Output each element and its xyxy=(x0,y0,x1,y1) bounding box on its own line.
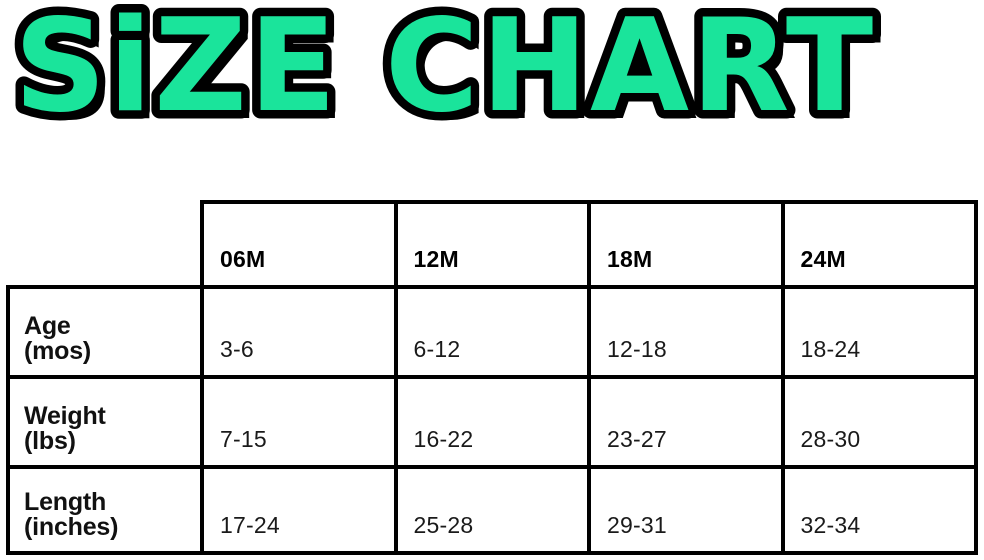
row-label-length-name: Length xyxy=(24,487,107,516)
page-title-text: SiZE CHART xyxy=(14,0,875,141)
column-header-06m: 06M xyxy=(220,246,266,272)
page-title-artwork: SiZE CHART SiZE CHART SiZE CHART xyxy=(6,0,883,150)
table-row: Weight (lbs) 7-15 16-22 23-27 28-30 xyxy=(6,375,978,465)
cell-weight-24m: 28-30 xyxy=(780,379,975,465)
cell-age-18m: 12-18 xyxy=(587,289,781,375)
column-header-12m: 12M xyxy=(393,204,588,285)
cell-length-06m: 17-24 xyxy=(200,469,394,551)
cell-age-24m: 18-24 xyxy=(780,289,975,375)
cell-length-12m: 25-28 xyxy=(393,469,588,551)
row-label-age-unit: (mos) xyxy=(24,337,92,366)
page-title-outline: SiZE CHART xyxy=(14,0,875,141)
size-chart-table: 06M 12M 18M 24M Age (mos) 3-6 6-12 12-18… xyxy=(6,200,978,556)
row-label-length-unit: (inches) xyxy=(24,513,119,542)
row-label-length: Length (inches) xyxy=(10,469,200,551)
page-title-shadow: SiZE CHART xyxy=(22,0,883,149)
cell-length-24m: 32-34 xyxy=(780,469,975,551)
row-label-weight-unit: (lbs) xyxy=(24,427,76,456)
column-header-24m: 24M xyxy=(780,204,975,285)
table-row: Age (mos) 3-6 6-12 12-18 18-24 xyxy=(6,285,978,375)
table-row: Length (inches) 17-24 25-28 29-31 32-34 xyxy=(6,465,978,555)
row-label-age: Age (mos) xyxy=(10,289,200,375)
cell-length-18m: 29-31 xyxy=(587,469,781,551)
table-header-row: 06M 12M 18M 24M xyxy=(200,200,978,285)
row-label-weight-name: Weight xyxy=(24,401,106,430)
cell-weight-18m: 23-27 xyxy=(587,379,781,465)
page-title: SiZE CHART SiZE CHART SiZE CHART xyxy=(0,0,984,150)
cell-weight-12m: 16-22 xyxy=(393,379,588,465)
row-label-weight: Weight (lbs) xyxy=(10,379,200,465)
cell-age-12m: 6-12 xyxy=(393,289,588,375)
cell-age-06m: 3-6 xyxy=(200,289,394,375)
row-label-age-name: Age xyxy=(24,311,71,340)
column-header-18m: 18M xyxy=(587,204,781,285)
cell-weight-06m: 7-15 xyxy=(200,379,394,465)
